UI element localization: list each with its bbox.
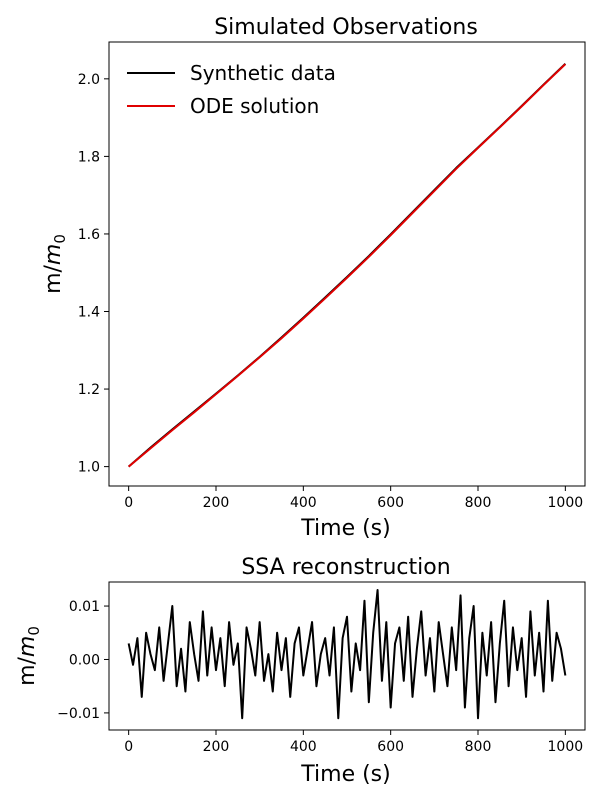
bottom-x-axis-label: Time (s) bbox=[300, 762, 390, 787]
top-y-ticks: 1.0 1.2 1.4 1.6 1.8 2.0 bbox=[78, 72, 109, 476]
y-tick-label: 1.4 bbox=[78, 305, 100, 321]
y-tick-label: −0.01 bbox=[57, 706, 100, 722]
top-x-ticks: 0 200 400 600 800 1000 bbox=[124, 486, 583, 511]
series-line-1-0 bbox=[127, 589, 567, 720]
x-tick-label: 400 bbox=[290, 739, 317, 755]
bottom-plot-frame bbox=[108, 581, 586, 731]
bottom-y-label-prefix: m/ bbox=[15, 656, 40, 685]
x-tick-label: 600 bbox=[377, 495, 404, 511]
x-tick-label: 400 bbox=[290, 495, 317, 511]
x-tick-label: 800 bbox=[465, 739, 492, 755]
x-tick-label: 200 bbox=[203, 739, 230, 755]
x-tick-label: 600 bbox=[377, 739, 404, 755]
x-tick-label: 1000 bbox=[548, 739, 584, 755]
x-tick-label: 0 bbox=[124, 495, 133, 511]
top-y-label-italic: m bbox=[41, 244, 66, 265]
top-y-axis-label: m/m0 bbox=[41, 234, 69, 294]
y-tick-label: 1.8 bbox=[78, 149, 100, 165]
legend-label-ode: ODE solution bbox=[190, 94, 319, 118]
top-y-label-subscript: 0 bbox=[51, 234, 69, 244]
top-plot-area bbox=[127, 62, 567, 468]
bottom-y-axis-label: m/m0 bbox=[15, 626, 43, 686]
y-tick-label: 1.0 bbox=[78, 460, 100, 476]
top-y-label-prefix: m/ bbox=[41, 264, 66, 293]
bottom-x-ticks: 0 200 400 600 800 1000 bbox=[124, 730, 583, 755]
bottom-chart: SSA reconstruction 0 200 400 600 800 1000 −0.… bbox=[15, 555, 586, 787]
top-chart: Simulated Observations 0 200 400 600 800 1000… bbox=[41, 15, 586, 541]
series-line-0-1 bbox=[128, 63, 567, 468]
bottom-y-label-subscript: 0 bbox=[25, 626, 43, 636]
top-chart-title: Simulated Observations bbox=[214, 15, 478, 40]
bottom-plot-area bbox=[127, 589, 567, 720]
y-tick-label: 1.6 bbox=[78, 227, 100, 243]
bottom-chart-title: SSA reconstruction bbox=[241, 555, 450, 580]
y-tick-label: 0.01 bbox=[69, 599, 100, 615]
top-plot-frame bbox=[108, 41, 586, 487]
series-line-0-0 bbox=[127, 62, 567, 468]
y-tick-label: 0.00 bbox=[69, 652, 100, 668]
top-x-axis-label: Time (s) bbox=[300, 516, 390, 541]
legend-label-synthetic: Synthetic data bbox=[190, 61, 336, 85]
y-tick-label: 1.2 bbox=[78, 382, 100, 398]
top-legend: Synthetic data ODE solution bbox=[127, 61, 336, 118]
x-tick-label: 200 bbox=[203, 495, 230, 511]
bottom-y-ticks: −0.01 0.00 0.01 bbox=[57, 599, 109, 722]
bottom-y-label-italic: m bbox=[15, 636, 40, 657]
y-tick-label: 2.0 bbox=[78, 72, 100, 88]
x-tick-label: 800 bbox=[465, 495, 492, 511]
x-tick-label: 1000 bbox=[548, 495, 584, 511]
x-tick-label: 0 bbox=[124, 739, 133, 755]
